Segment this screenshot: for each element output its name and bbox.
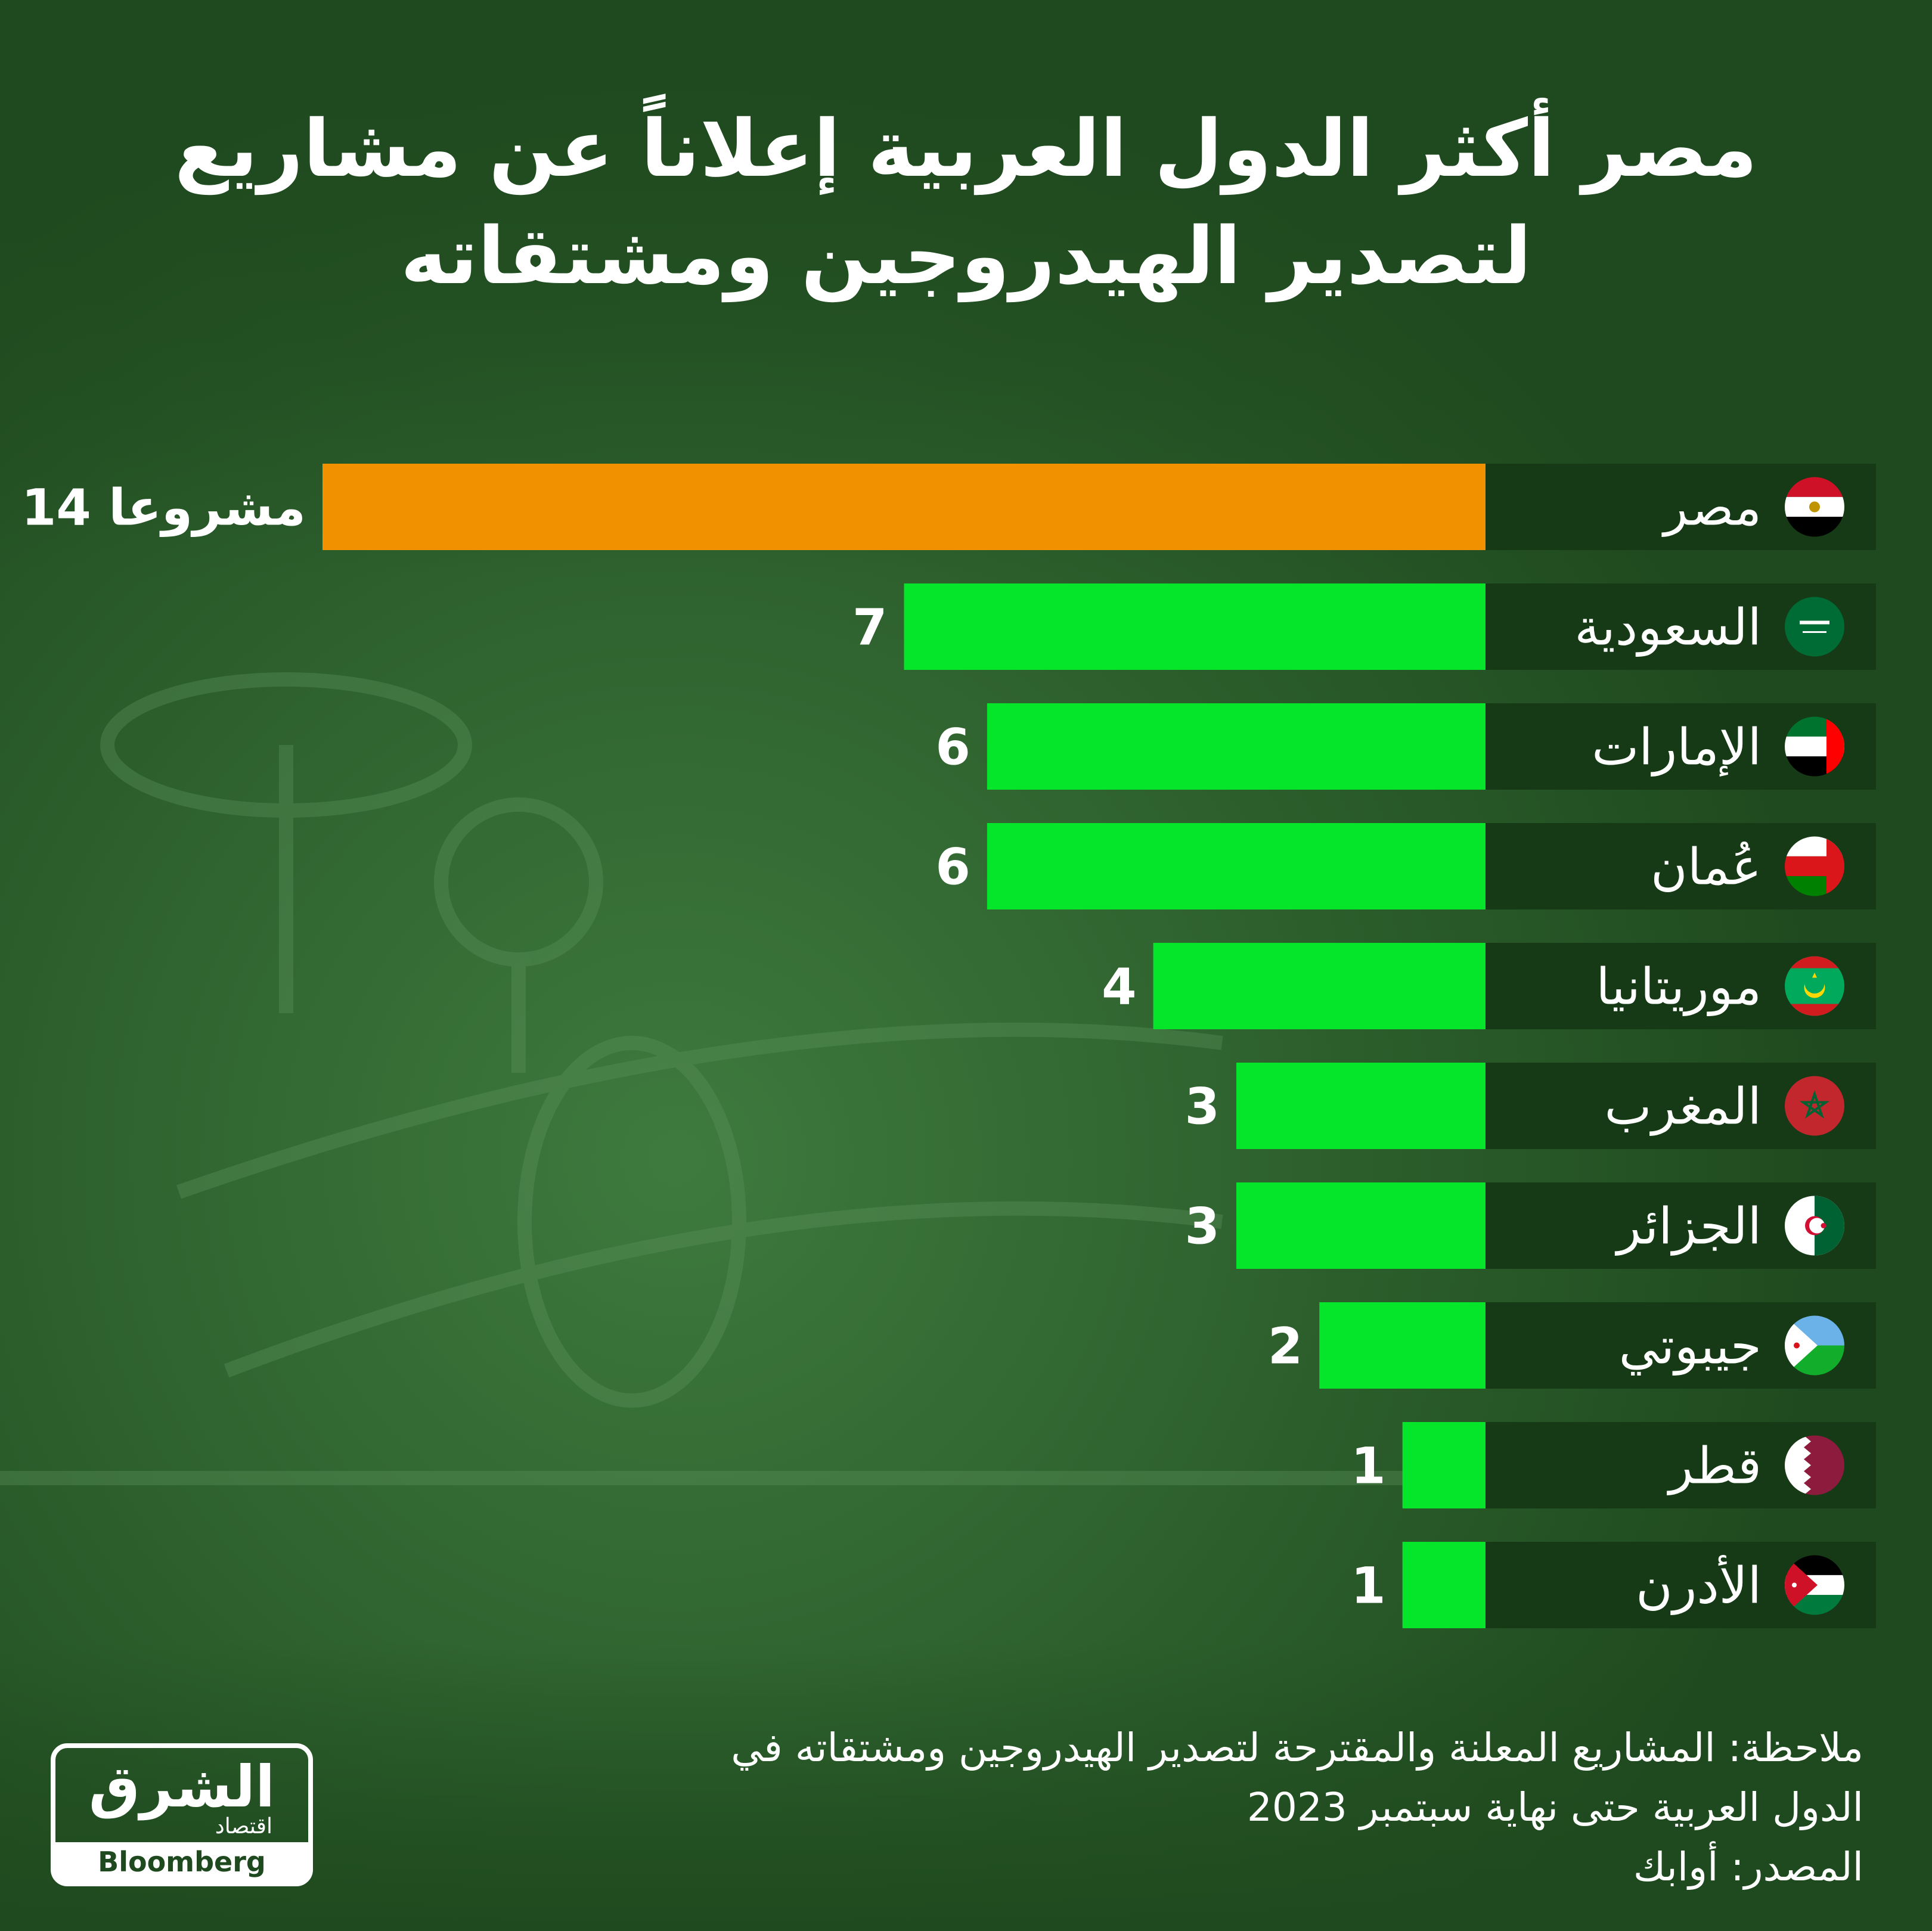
bar-row: المغرب 3 bbox=[1184, 1063, 1876, 1149]
bar bbox=[1153, 943, 1486, 1029]
note-line-1: ملاحظة: المشاريع المعلنة والمقترحة لتصدي… bbox=[731, 1725, 1863, 1771]
category-label: السعودية bbox=[1574, 598, 1762, 657]
bar bbox=[322, 464, 1486, 550]
value-label: 6 bbox=[935, 838, 970, 896]
value-label: 3 bbox=[1184, 1197, 1219, 1256]
oman-flag-icon bbox=[1785, 836, 1844, 896]
value-label: 2 bbox=[1268, 1317, 1303, 1376]
value-label: 1 bbox=[1351, 1557, 1385, 1615]
bar-row: السعودية 7 bbox=[852, 583, 1876, 670]
category-label: الإمارات bbox=[1592, 718, 1762, 777]
bar bbox=[1402, 1542, 1486, 1628]
bar-row: موريتانيا 4 bbox=[1102, 943, 1876, 1029]
morocco-flag-icon bbox=[1785, 1076, 1844, 1136]
bar bbox=[1236, 1063, 1486, 1149]
category-label: الجزائر bbox=[1614, 1197, 1762, 1256]
value-label: 14 مشروعا bbox=[21, 479, 306, 538]
logo-subtitle: اقتصاد bbox=[215, 1814, 272, 1839]
value-label: 6 bbox=[935, 718, 970, 777]
logo-partner: Bloomberg bbox=[55, 1842, 308, 1882]
bar bbox=[1402, 1422, 1486, 1508]
bar bbox=[904, 583, 1486, 670]
value-label: 1 bbox=[1351, 1437, 1385, 1495]
category-label: موريتانيا bbox=[1596, 958, 1762, 1017]
value-label: 4 bbox=[1102, 958, 1136, 1016]
bar-row: عُمان 6 bbox=[935, 823, 1876, 909]
logo-name: الشرق bbox=[88, 1753, 275, 1820]
source-line: المصدر: أوابك bbox=[1633, 1844, 1863, 1890]
title-line-1: مصر أكثر الدول العربية إعلاناً عن مشاريع bbox=[174, 103, 1758, 195]
algeria-flag-icon bbox=[1785, 1196, 1844, 1256]
bar bbox=[987, 703, 1486, 790]
saudi-flag-icon bbox=[1785, 597, 1844, 657]
category-label: الأدرن bbox=[1636, 1555, 1762, 1616]
bar-row: الجزائر 3 bbox=[1184, 1182, 1876, 1269]
bar-row: جيبوتي 2 bbox=[1268, 1302, 1876, 1389]
asharq-bloomberg-logo: الشرق اقتصاد Bloomberg bbox=[51, 1743, 313, 1886]
title-line-2: لتصدير الهيدروجين ومشتقاته bbox=[400, 210, 1532, 302]
uae-flag-icon bbox=[1785, 716, 1844, 777]
djibouti-flag-icon bbox=[1785, 1315, 1844, 1376]
category-label: جيبوتي bbox=[1619, 1317, 1762, 1376]
note-line-2: الدول العربية حتى نهاية سبتمبر 2023 bbox=[1246, 1784, 1863, 1830]
bar bbox=[1319, 1302, 1486, 1389]
value-label: 3 bbox=[1184, 1078, 1219, 1136]
egypt-flag-icon bbox=[1785, 477, 1844, 537]
category-label: المغرب bbox=[1605, 1078, 1762, 1137]
bar-row: الإمارات 6 bbox=[935, 703, 1876, 790]
bar bbox=[1236, 1182, 1486, 1269]
bar-row: قطر 1 bbox=[1351, 1422, 1876, 1508]
category-label: قطر bbox=[1667, 1437, 1762, 1496]
category-label: مصر bbox=[1661, 479, 1762, 538]
jordan-flag-icon bbox=[1785, 1555, 1844, 1615]
qatar-flag-icon bbox=[1785, 1435, 1844, 1495]
category-label: عُمان bbox=[1651, 838, 1762, 896]
value-label: 7 bbox=[852, 598, 887, 657]
mauritania-flag-icon bbox=[1785, 956, 1844, 1016]
bar-row: مصر 14 مشروعا bbox=[21, 464, 1876, 550]
bar-row: الأدرن 1 bbox=[1351, 1542, 1876, 1628]
bar bbox=[987, 823, 1486, 909]
